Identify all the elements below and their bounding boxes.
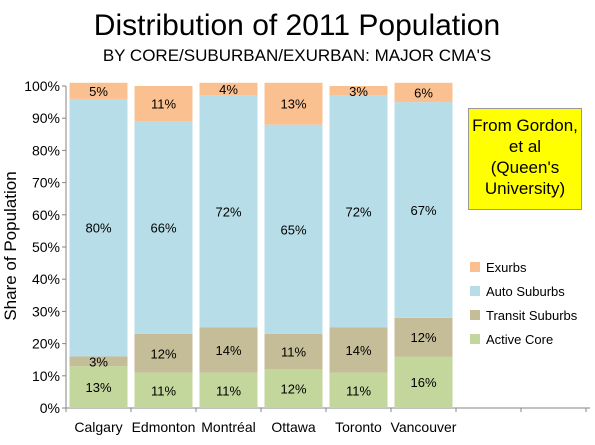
bar-segment xyxy=(199,95,258,328)
legend-label: Exurbs xyxy=(486,260,527,275)
y-tick-label: 100% xyxy=(24,78,60,94)
data-label: 3% xyxy=(89,354,108,369)
chart-subtitle: BY CORE/SUBURBAN/EXURBAN: MAJOR CMA'S xyxy=(103,46,491,65)
y-tick-label: 70% xyxy=(32,175,60,191)
x-tick-label: Montréal xyxy=(201,419,255,435)
data-label: 16% xyxy=(410,375,436,390)
data-label: 14% xyxy=(215,343,241,358)
bar-segment xyxy=(264,82,323,125)
data-label: 5% xyxy=(89,84,108,99)
bar-segment xyxy=(134,86,193,122)
bar-segment xyxy=(394,102,453,318)
x-tick-label: Ottawa xyxy=(271,419,316,435)
data-label: 12% xyxy=(410,330,436,345)
bar-segment xyxy=(134,121,193,334)
bar-segment xyxy=(69,82,128,99)
legend-swatch xyxy=(470,286,480,296)
x-tick-label: Toronto xyxy=(335,419,382,435)
bar-segment xyxy=(264,124,323,334)
y-tick-label: 60% xyxy=(32,207,60,223)
x-tick-label: Edmonton xyxy=(132,419,196,435)
legend-swatch xyxy=(470,310,480,320)
source-note-line: From Gordon, xyxy=(472,116,578,135)
data-label: 12% xyxy=(150,346,176,361)
bar-segment xyxy=(134,372,193,408)
y-tick-label: 0% xyxy=(40,400,60,416)
data-label: 11% xyxy=(151,97,176,112)
y-tick-label: 20% xyxy=(32,336,60,352)
bar-segment xyxy=(69,366,128,408)
bar-segment xyxy=(329,86,388,96)
source-note: From Gordon, et al (Queen's University) xyxy=(468,108,582,210)
legend-label: Active Core xyxy=(486,332,553,347)
data-label: 11% xyxy=(281,345,306,360)
source-note-line: (Queen's xyxy=(490,158,560,177)
bar-segment xyxy=(199,82,258,96)
data-label: 12% xyxy=(280,382,306,397)
y-tick-label: 40% xyxy=(32,271,60,287)
y-tick-label: 30% xyxy=(32,303,60,319)
data-label: 11% xyxy=(216,383,241,398)
data-label: 13% xyxy=(85,380,111,395)
data-label: 11% xyxy=(346,383,371,398)
data-label: 11% xyxy=(151,383,176,398)
data-label: 3% xyxy=(349,84,368,99)
y-tick-label: 10% xyxy=(32,368,60,384)
legend-swatch xyxy=(470,334,480,344)
data-label: 6% xyxy=(414,85,433,100)
data-label: 67% xyxy=(410,203,436,218)
plot-area: 0% 10% 20% 30% 40% 50% 60% 70% 80% 90% 100% 13% 3% 80… xyxy=(24,78,590,435)
bar-segment xyxy=(199,372,258,408)
legend-label: Transit Suburbs xyxy=(486,308,578,323)
bar-segment xyxy=(264,333,323,370)
legend: Exurbs Auto Suburbs Transit Suburbs Active … xyxy=(470,260,578,347)
legend-label: Auto Suburbs xyxy=(486,284,565,299)
bar-segment xyxy=(199,327,258,373)
bar-segment xyxy=(329,327,388,373)
bar-segment xyxy=(394,82,453,103)
bar-segment xyxy=(329,95,388,328)
bar-segment xyxy=(394,317,453,357)
legend-swatch xyxy=(470,262,480,272)
bar-segment xyxy=(394,356,453,408)
source-note-line: et al xyxy=(508,137,542,156)
source-note-line: University) xyxy=(484,179,566,198)
x-tick-label: Calgary xyxy=(74,419,122,435)
y-tick-label: 80% xyxy=(32,142,60,158)
data-label: 65% xyxy=(280,222,306,237)
data-label: 72% xyxy=(215,205,241,220)
bar-segment xyxy=(134,333,193,373)
y-tick-label: 90% xyxy=(32,110,60,126)
bar-segment xyxy=(69,356,128,367)
data-label: 14% xyxy=(345,343,371,358)
bar-segment xyxy=(69,98,128,357)
data-label: 66% xyxy=(150,221,176,236)
y-tick-label: 50% xyxy=(32,239,60,255)
data-label: 4% xyxy=(219,82,238,97)
bar-segment xyxy=(329,372,388,408)
data-label: 72% xyxy=(345,205,371,220)
y-axis-label: Share of Population xyxy=(1,171,20,320)
x-tick-label: Vancouver xyxy=(391,419,457,435)
chart-title: Distribution of 2011 Population xyxy=(94,9,500,42)
data-label: 13% xyxy=(280,97,306,112)
data-label: 80% xyxy=(85,221,111,236)
bar-segment xyxy=(264,369,323,408)
